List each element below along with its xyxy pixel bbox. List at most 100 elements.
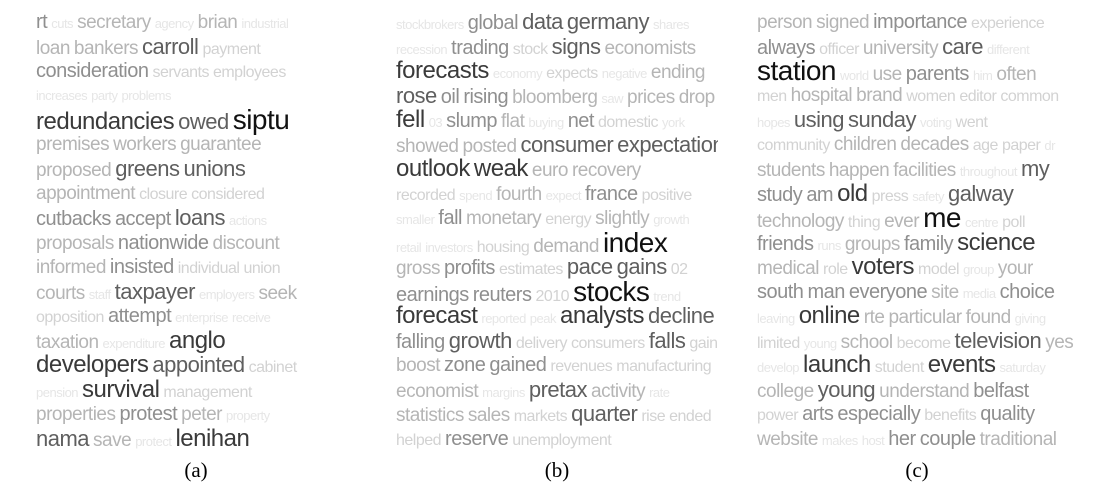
cloud-word: parents — [905, 63, 970, 85]
cloud-word: survival — [82, 375, 160, 403]
cloud-word: housing — [476, 238, 530, 256]
word-row: opposition attempt enterprise receive — [36, 304, 274, 331]
cloud-word: paper — [1001, 136, 1041, 154]
cloud-word: signs — [551, 33, 601, 59]
cloud-word: age — [972, 136, 999, 154]
cloud-word: online — [798, 302, 861, 329]
cloud-word: falls — [648, 327, 686, 353]
word-row: premises workers guarantee — [36, 133, 265, 158]
cloud-word: site — [931, 281, 959, 303]
cloud-word: him — [972, 68, 993, 83]
word-row: students happen facilities throughout my — [757, 156, 1053, 185]
cloud-word: profits — [443, 257, 495, 279]
cloud-word: makes — [821, 432, 858, 448]
cloud-word: went — [955, 114, 988, 131]
word-row: redundancies owed siptu — [36, 106, 293, 135]
cloud-word: workers — [113, 133, 177, 155]
cloud-word: importance — [873, 11, 968, 33]
cloud-word: posted — [462, 135, 518, 157]
cloud-word: events — [927, 351, 996, 378]
cloud-word: employers — [198, 286, 255, 302]
cloud-word: gross — [396, 258, 440, 279]
word-row: college young understand belfast — [757, 377, 1033, 405]
cloud-word: enterprise — [175, 310, 228, 325]
cloud-word: brand — [856, 84, 903, 106]
cloud-word: 03 — [428, 115, 443, 130]
cloud-word: expenditure — [102, 335, 166, 351]
cloud-word: loans — [174, 205, 226, 230]
word-row: pension survival management — [36, 375, 256, 406]
cloud-word: website — [757, 428, 818, 450]
cloud-word: medical — [757, 258, 819, 279]
cloud-word: limited — [757, 334, 800, 352]
cloud-word: benefits — [924, 407, 977, 424]
cloud-word: decades — [900, 133, 969, 155]
cloud-word: particular — [888, 307, 962, 328]
cloud-word: property — [225, 408, 270, 423]
word-row: limited young school become television yes — [757, 328, 1077, 357]
cloud-word: stockbrokers — [396, 17, 464, 32]
cloud-word: recession — [396, 41, 448, 57]
cloud-word: especially — [837, 403, 921, 425]
cloud-word: sales — [467, 405, 510, 426]
cloud-word: poll — [1002, 214, 1026, 231]
cloud-word: college — [757, 380, 814, 402]
cloud-word: university — [862, 37, 939, 59]
cloud-word: launch — [803, 351, 871, 378]
cloud-word: growth — [448, 327, 513, 353]
cloud-word: treaty — [757, 451, 802, 452]
cloud-word: person — [757, 12, 813, 33]
cloud-word: informed — [36, 257, 106, 278]
cloud-word: am — [806, 183, 834, 206]
caption-a: (a) — [184, 458, 208, 482]
cloud-word: gained — [489, 354, 547, 376]
cloud-word: ended — [669, 408, 712, 425]
cloud-word: euro — [531, 160, 569, 181]
cloud-word: use — [872, 64, 903, 85]
cloud-word: protest — [119, 403, 178, 425]
cloud-word: owed — [178, 109, 229, 134]
cloud-word: spend — [459, 187, 493, 203]
cloud-word: data — [522, 10, 563, 34]
cloud-word: accept — [114, 208, 171, 230]
cloud-word: falling — [396, 330, 445, 353]
cloud-word: understand — [879, 380, 970, 402]
cloud-word: stocks — [573, 275, 650, 307]
cloud-word: technology — [757, 211, 844, 232]
cloud-word: her — [888, 427, 916, 450]
cloud-word: greens — [115, 156, 180, 181]
cloud-word: everyone — [848, 280, 928, 303]
cloud-word: proposed — [36, 160, 112, 181]
cloud-word: pretax — [528, 376, 588, 402]
cloud-word: flat — [501, 111, 525, 132]
word-row: south man everyone site media choice — [757, 280, 1058, 307]
cloud-word: prices — [627, 86, 675, 108]
cloud-word: individual — [177, 260, 240, 277]
cloud-word: trading — [451, 36, 509, 59]
word-row: technology thing ever me centre poll — [757, 204, 1029, 236]
cloud-word: negative — [601, 66, 648, 81]
cloud-word: oil — [440, 85, 460, 108]
word-row: hopes using sunday voting went — [757, 107, 991, 136]
cloud-word: belfast — [973, 379, 1029, 402]
cloud-word: party — [91, 87, 118, 103]
cloud-word: leaving — [757, 311, 795, 326]
cloud-word: my — [1020, 156, 1050, 181]
cloud-word: rising — [463, 85, 509, 108]
cloud-word: groups — [844, 233, 901, 255]
cloud-word: quarter — [571, 401, 638, 426]
cloud-word: economists — [604, 37, 697, 59]
cloud-word: closure — [139, 185, 188, 203]
word-row: study am old press safety galway — [757, 181, 1017, 210]
cloud-word: receive — [231, 310, 271, 325]
cloud-word: seek — [258, 282, 297, 304]
word-row: recession trading stock signs economists — [396, 33, 700, 63]
cloud-word: community — [757, 136, 830, 154]
word-row: consideration servants employees — [36, 59, 290, 86]
cloud-word: gain — [689, 334, 718, 352]
cloud-word: industrial — [241, 16, 289, 31]
cloud-word: slump — [446, 110, 498, 132]
cloud-word: reserve — [445, 427, 509, 450]
cloud-word: choice — [999, 280, 1055, 303]
cloud-word: global — [467, 12, 519, 34]
